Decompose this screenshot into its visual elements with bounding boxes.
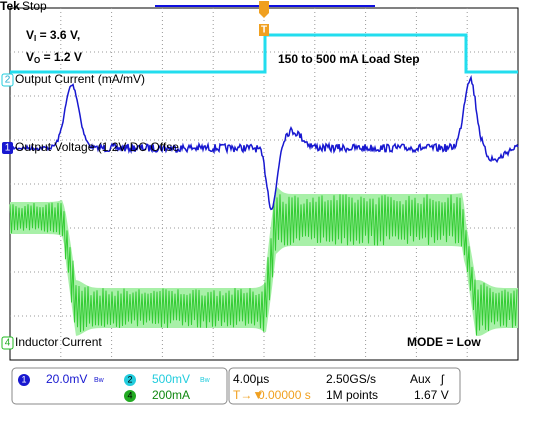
ch1-bw: Bw — [94, 377, 105, 384]
ch4-badge — [124, 390, 136, 402]
ch4-marker — [1, 336, 14, 350]
ch2-badge-num: 2 — [127, 374, 132, 384]
ch4-badge-num: 4 — [127, 390, 132, 400]
timebase: 4.00µs — [233, 372, 269, 386]
ch1-marker — [2, 142, 13, 154]
trigger-tag — [259, 1, 269, 13]
channel-panel — [11, 367, 228, 405]
mode: MODE = Low — [407, 335, 481, 349]
ch1-badge — [18, 374, 30, 386]
inductor-waveform — [9, 186, 518, 336]
ch1-label: Output Voltage (1.2V DC Offse — [15, 140, 179, 154]
trigger-box — [259, 24, 269, 36]
position-marker: T→▼ — [233, 388, 264, 402]
ch1-number: 1 — [5, 143, 11, 154]
record-length: 1M points — [326, 388, 378, 402]
grid — [10, 8, 518, 360]
vi-rest: = 3.6 V, — [36, 28, 80, 42]
vi-label: VI = 3.6 V, — [26, 28, 80, 43]
trigger-marker: T — [261, 25, 267, 36]
trigger-source: Aux — [410, 372, 431, 386]
sample-rate: 2.50GS/s — [326, 372, 376, 386]
ch2-badge — [124, 374, 136, 386]
status: Stop — [22, 0, 47, 13]
ch1-scale: 20.0mV — [46, 372, 87, 386]
ch2-marker — [1, 73, 14, 87]
ch4-scale: 200mA — [152, 388, 190, 402]
ch2-label: Output Current (mA/mV) — [15, 72, 145, 86]
ch2-scale: 500mV — [152, 372, 190, 386]
vo-symbol: V — [26, 50, 34, 64]
ch4-label: Inductor Current — [15, 335, 102, 349]
timebase-panel — [228, 367, 461, 405]
inductor-envelope — [10, 186, 518, 336]
inductor-trace — [9, 194, 518, 336]
ch2-number: 2 — [5, 75, 11, 86]
vi-symbol: V — [26, 28, 34, 42]
trigger-arrow — [259, 13, 269, 18]
vo-label: VO = 1.2 V — [26, 50, 82, 65]
vi-sub: I — [34, 34, 36, 43]
ch4-number: 4 — [5, 338, 11, 349]
load-step: 150 to 500 mA Load Step — [278, 52, 420, 66]
vo-rest: = 1.2 V — [40, 50, 82, 64]
trigger-slope: ʃ — [440, 372, 445, 386]
trigger-level: 1.67 V — [414, 388, 449, 402]
trigger-position: 0.00000 s — [258, 388, 311, 402]
vo-sub: O — [34, 56, 40, 65]
output-current-waveform — [10, 33, 518, 74]
ch2-bw: Bw — [200, 377, 211, 384]
ch1-badge-num: 1 — [21, 374, 26, 384]
output-voltage-waveform — [9, 74, 519, 211]
brand: Tek — [0, 0, 20, 13]
